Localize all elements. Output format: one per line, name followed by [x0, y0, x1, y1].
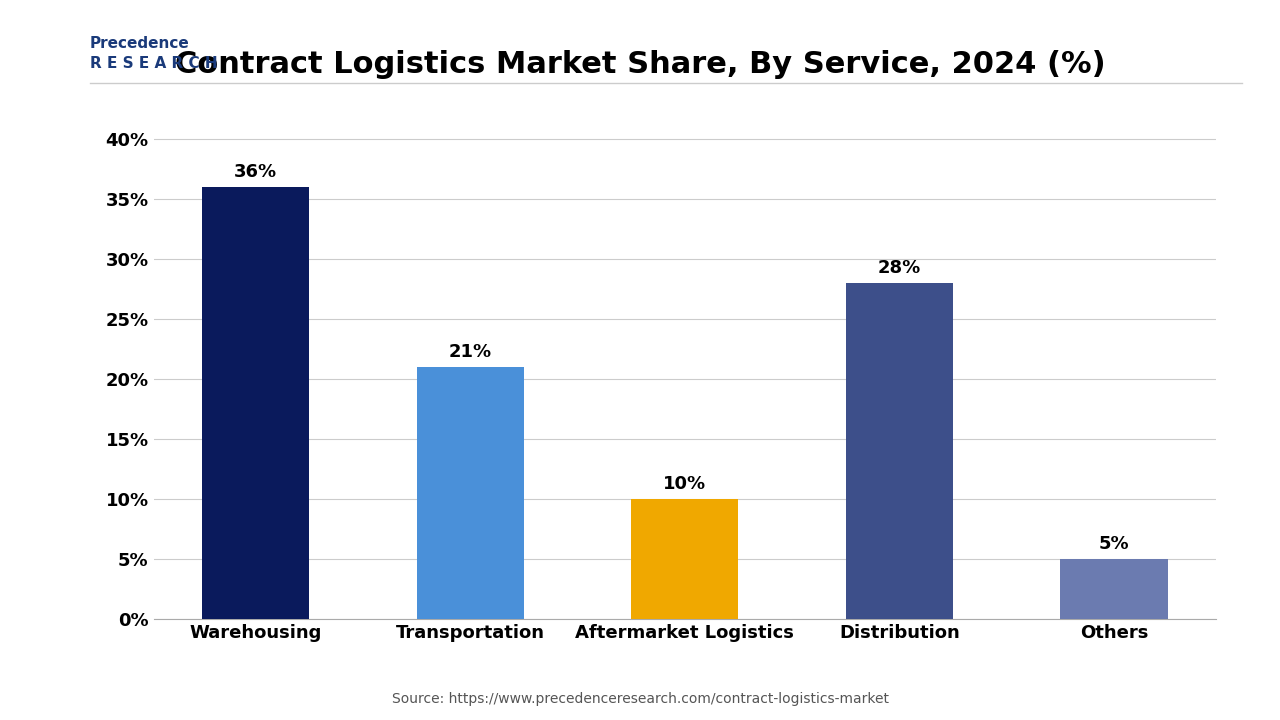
Text: 10%: 10% [663, 475, 707, 493]
Text: Source: https://www.precedenceresearch.com/contract-logistics-market: Source: https://www.precedenceresearch.c… [392, 692, 888, 706]
Bar [631, 499, 739, 619]
Bar [1060, 559, 1167, 619]
Text: Precedence
R E S E A R C H: Precedence R E S E A R C H [90, 36, 218, 71]
Bar [846, 283, 954, 619]
Text: 36%: 36% [234, 163, 276, 181]
Text: 28%: 28% [878, 259, 922, 277]
Text: 5%: 5% [1098, 535, 1129, 553]
Text: 21%: 21% [448, 343, 492, 361]
Bar [202, 187, 310, 619]
Bar [416, 367, 524, 619]
Text: Contract Logistics Market Share, By Service, 2024 (%): Contract Logistics Market Share, By Serv… [174, 50, 1106, 79]
